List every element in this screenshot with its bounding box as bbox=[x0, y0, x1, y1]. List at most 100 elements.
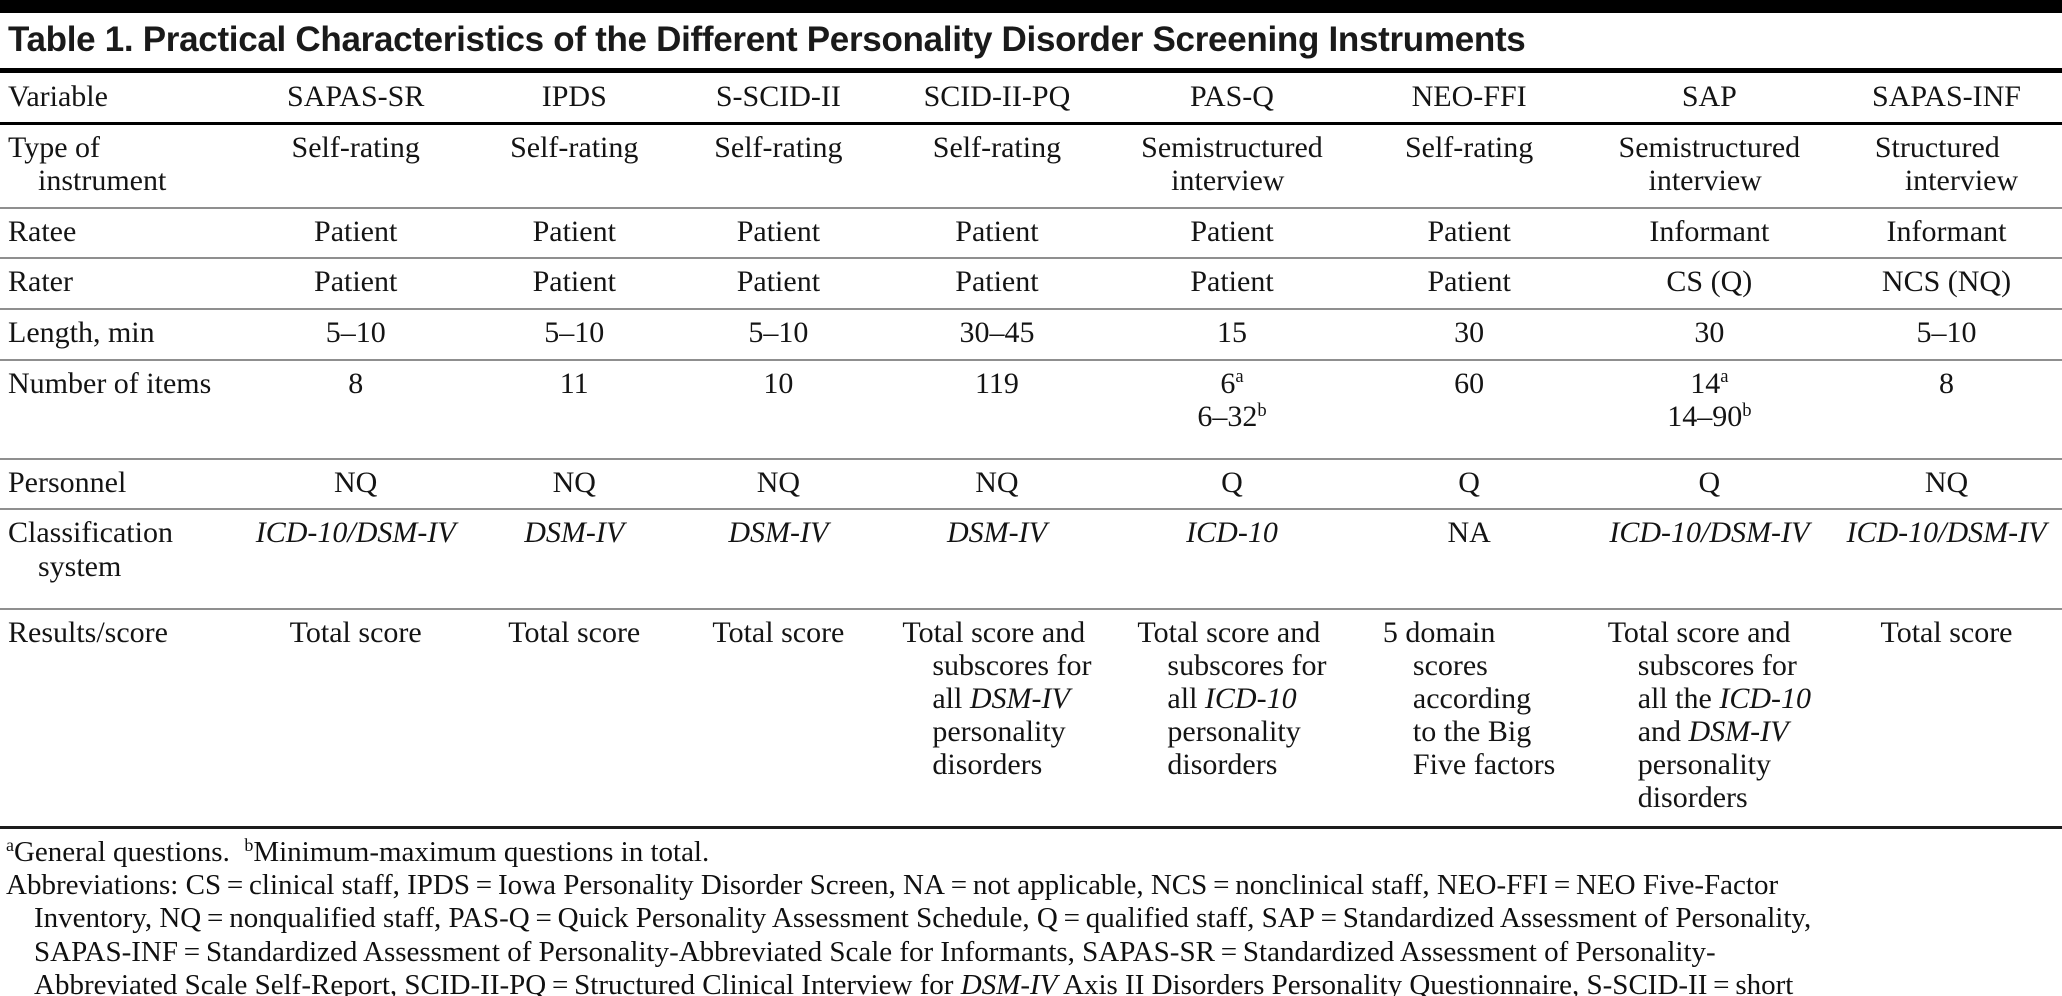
cell-text-block: Structured interview bbox=[1874, 130, 2019, 198]
table-cell: 60 bbox=[1350, 359, 1588, 460]
table-cell: 6a 6–32b bbox=[1113, 359, 1351, 460]
table-cell: NQ bbox=[472, 458, 677, 511]
table-cell: Total score bbox=[239, 608, 473, 829]
col-header-sapas-sr: SAPAS-SR bbox=[239, 70, 473, 125]
row-personnel: Personnel NQ NQ NQ NQ Q Q Q NQ bbox=[0, 458, 2062, 511]
row-results-score: Results/score Total score Total score To… bbox=[0, 608, 2062, 829]
table-cell: Total score bbox=[472, 608, 677, 829]
table-cell: CS (Q) bbox=[1587, 258, 1831, 310]
row-type-of-instrument: Type of instrument Self-rating Self-ratin… bbox=[0, 123, 2062, 209]
table-cell: 5–10 bbox=[472, 308, 677, 361]
table-cell: Self-rating bbox=[676, 123, 881, 209]
table-cell: Patient bbox=[880, 258, 1114, 310]
table-cell: Q bbox=[1350, 458, 1588, 511]
table-cell: 5–10 bbox=[1831, 308, 2062, 361]
table-cell: Patient bbox=[239, 207, 473, 260]
row-rater: Rater Patient Patient Patient Patient Pa… bbox=[0, 258, 2062, 310]
row-classification-system: Classification system ICD-10/DSM-IV DSM-I… bbox=[0, 509, 2062, 610]
cell-text-block: Results/score bbox=[8, 615, 168, 649]
table-cell: Patient bbox=[676, 207, 881, 260]
table-cell: Patient bbox=[1350, 258, 1588, 310]
table-cell: Patient bbox=[1113, 207, 1351, 260]
table-cell: Total score and subscores for all ICD-10 pe… bbox=[1113, 608, 1351, 829]
cell-text-block: Semistructured interview bbox=[1618, 130, 1801, 198]
cell-text-block: Ratee bbox=[8, 214, 77, 248]
table-cell: Structured interview bbox=[1831, 123, 2062, 209]
table-cell: Total score and subscores for all the ICD-… bbox=[1587, 608, 1831, 829]
table-cell: Semistructured interview bbox=[1113, 123, 1351, 209]
footnotes-section: aGeneral questions. bMinimum-maximum que… bbox=[0, 829, 2062, 996]
row-label: Ratee bbox=[0, 207, 240, 260]
row-number-of-items: Number of items 8 11 10 119 6a 6–32b 60 1… bbox=[0, 359, 2062, 460]
row-ratee: Ratee Patient Patient Patient Patient Pa… bbox=[0, 207, 2062, 260]
col-header-neo-ffi: NEO-FFI bbox=[1350, 70, 1588, 125]
col-header-variable: Variable bbox=[0, 70, 240, 125]
table-cell: 30 bbox=[1587, 308, 1831, 361]
table-cell: DSM-IV bbox=[676, 509, 881, 610]
table-cell: 5–10 bbox=[676, 308, 881, 361]
table-cell: 14a 14–90b bbox=[1587, 359, 1831, 460]
table-cell: 10 bbox=[676, 359, 881, 460]
col-header-scid-ii-pq: SCID-II-PQ bbox=[880, 70, 1114, 125]
table-cell: 30–45 bbox=[880, 308, 1114, 361]
table-cell: Patient bbox=[880, 207, 1114, 260]
row-label: Number of items bbox=[0, 359, 240, 460]
table-cell: Q bbox=[1113, 458, 1351, 511]
table-cell: Self-rating bbox=[239, 123, 473, 209]
table-cell: NQ bbox=[880, 458, 1114, 511]
table-cell: Patient bbox=[676, 258, 881, 310]
cell-text-block: Total score and subscores for all the ICD-… bbox=[1607, 615, 1811, 814]
table-cell: Total score and subscores for all DSM-IV pe… bbox=[880, 608, 1114, 829]
table-cell: NQ bbox=[1831, 458, 2062, 511]
col-header-sapas-inf: SAPAS-INF bbox=[1831, 70, 2062, 125]
row-label: Type of instrument bbox=[0, 123, 240, 209]
table-cell: ICD-10/DSM-IV bbox=[1831, 509, 2062, 610]
col-header-ipds: IPDS bbox=[472, 70, 677, 125]
table-cell: 11 bbox=[472, 359, 677, 460]
cell-text-block: Number of items bbox=[8, 366, 212, 400]
row-label: Length, min bbox=[0, 308, 240, 361]
row-label: Results/score bbox=[0, 608, 240, 829]
table-cell: Self-rating bbox=[880, 123, 1114, 209]
table-cell: Patient bbox=[472, 207, 677, 260]
table-cell: NQ bbox=[676, 458, 881, 511]
table-cell: Patient bbox=[1350, 207, 1588, 260]
cell-text-block: Classification system bbox=[8, 516, 173, 583]
table-cell: 119 bbox=[880, 359, 1114, 460]
table-cell: NA bbox=[1350, 509, 1588, 610]
table-cell: Total score bbox=[676, 608, 881, 829]
table-cell: Patient bbox=[1113, 258, 1351, 310]
row-label: Rater bbox=[0, 258, 240, 310]
header-row: Variable SAPAS-SR IPDS S-SCID-II SCID-II… bbox=[0, 70, 2062, 125]
col-header-pas-q: PAS-Q bbox=[1113, 70, 1351, 125]
table-cell: Q bbox=[1587, 458, 1831, 511]
cell-text-block: Personnel bbox=[8, 465, 127, 499]
cell-text-block: Semistructured interview bbox=[1141, 130, 1323, 198]
table-cell: Informant bbox=[1587, 207, 1831, 260]
col-header-s-scid-ii: S-SCID-II bbox=[676, 70, 881, 125]
col-header-sap: SAP bbox=[1587, 70, 1831, 125]
table-cell: Total score bbox=[1831, 608, 2062, 829]
cell-text-block: Type of instrument bbox=[8, 130, 167, 198]
screening-instruments-table: Variable SAPAS-SR IPDS S-SCID-II SCID-II… bbox=[0, 68, 2062, 829]
table-cell: 30 bbox=[1350, 308, 1588, 361]
table-cell: NQ bbox=[239, 458, 473, 511]
table-cell: DSM-IV bbox=[880, 509, 1114, 610]
row-length-min: Length, min 5–10 5–10 5–10 30–45 15 30 3… bbox=[0, 308, 2062, 361]
table-cell: 5 domain scores according to the Big Five fa… bbox=[1350, 608, 1588, 829]
cell-text-block: 5 domain scores according to the Big Five fa… bbox=[1382, 615, 1556, 781]
table-cell: Semistructured interview bbox=[1587, 123, 1831, 209]
table-cell: 8 bbox=[239, 359, 473, 460]
row-label: Personnel bbox=[0, 458, 240, 511]
cell-text-block: Total score and subscores for all DSM-IV pe… bbox=[902, 615, 1092, 781]
footnote-markers: aGeneral questions. bMinimum-maximum que… bbox=[6, 834, 710, 868]
table-title: Table 1. Practical Characteristics of th… bbox=[8, 20, 1526, 59]
table-cell: Self-rating bbox=[472, 123, 677, 209]
table-cell: ICD-10/DSM-IV bbox=[1587, 509, 1831, 610]
cell-text-block: Total score and subscores for all ICD-10 pe… bbox=[1137, 615, 1327, 781]
table-cell: 5–10 bbox=[239, 308, 473, 361]
cell-text-block: Rater bbox=[8, 265, 73, 299]
row-label: Classification system bbox=[0, 509, 240, 610]
footnote-abbreviations: Abbreviations: CS = clinical staff, IPDS… bbox=[6, 868, 1812, 996]
